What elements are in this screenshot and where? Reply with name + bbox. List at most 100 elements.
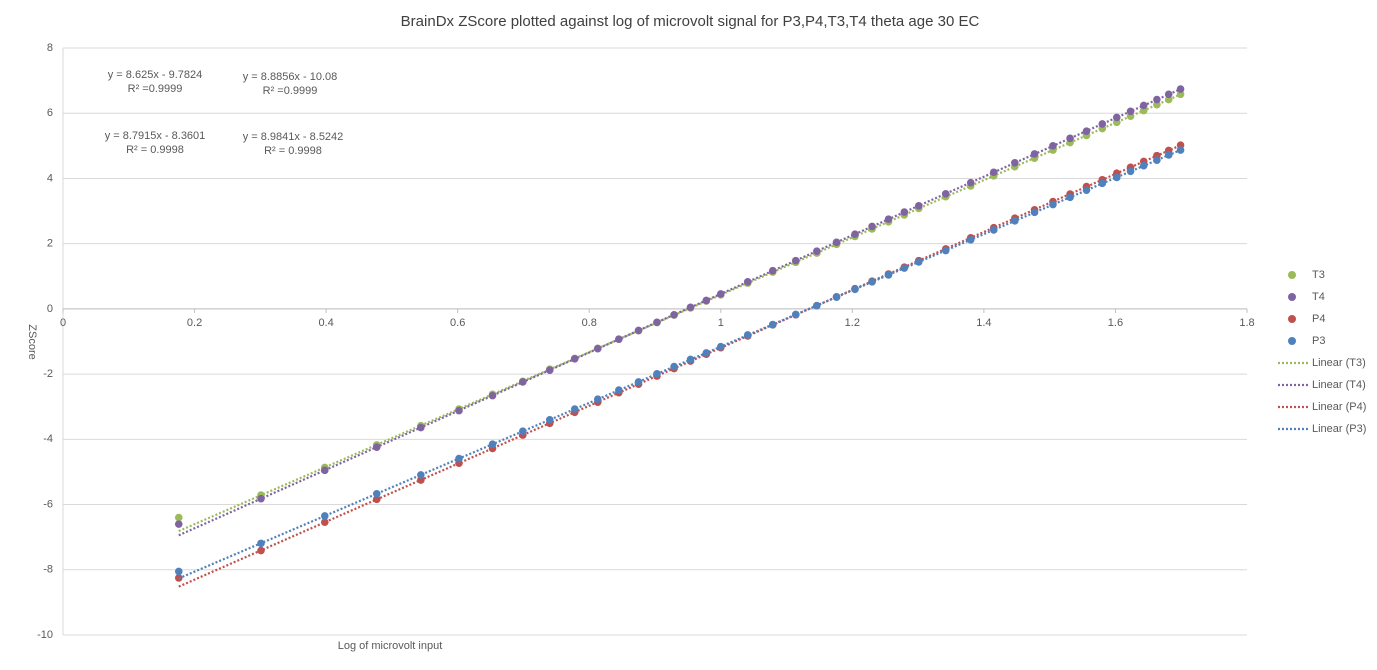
x-tick-label: 1.8 [1239,317,1254,329]
data-point [900,264,909,272]
data-point [372,495,381,504]
data-point [832,238,841,247]
data-point [570,405,579,413]
data-point [966,178,975,187]
x-tick-label: 0.4 [318,317,333,329]
data-point [615,335,623,344]
x-tick-label: 0.8 [582,317,597,329]
data-point [1176,85,1185,93]
data-point [686,303,695,312]
data-point [1066,193,1074,202]
data-point [1139,101,1148,110]
data-point [686,355,695,364]
data-point [320,518,329,526]
data-point [716,342,725,351]
data-point [174,567,183,576]
data-point [1164,90,1173,99]
data-point [1153,100,1161,109]
data-point [1049,142,1057,150]
x-tick-label: 0.2 [187,317,202,329]
data-point [320,466,329,475]
legend-marker [1288,271,1296,279]
data-point [545,366,554,374]
legend-marker [1288,315,1296,323]
legend-label: Linear (P4) [1312,401,1366,413]
x-tick-label: 0.6 [450,317,465,329]
data-point [1098,179,1107,188]
data-point [702,349,711,357]
y-tick-label: 2 [47,238,53,250]
trendline-equation: y = 8.9841x - 8.5242 [243,131,344,143]
data-point [653,318,661,327]
legend-label: P4 [1312,313,1325,325]
data-point [518,378,527,386]
data-point [716,290,725,298]
data-point [832,293,841,301]
data-point [941,246,950,255]
data-point [417,476,425,484]
data-point [1098,120,1107,128]
data-point [1164,95,1173,104]
trendline-r-squared: R² = 0.9998 [126,144,184,156]
data-point [257,546,265,555]
legend-marker [1288,293,1296,301]
data-point [851,230,859,239]
y-tick-label: -2 [43,368,53,380]
trendline-r-squared: R² =0.9999 [263,85,318,97]
legend-label: Linear (T4) [1312,379,1366,391]
data-point [1126,167,1135,176]
data-point [743,331,752,339]
data-point [372,443,381,451]
trendline-equation: y = 8.7915x - 8.3601 [105,130,206,142]
y-tick-label: -4 [43,433,53,445]
data-point [768,266,777,275]
y-tick-label: -10 [37,629,53,641]
data-point [989,226,998,234]
trendline [178,144,1182,588]
data-point [1164,151,1173,159]
data-point [1176,90,1185,99]
data-point [1082,186,1091,194]
data-point [634,378,643,386]
data-point [174,513,183,522]
data-point [813,247,821,255]
data-point [1139,106,1148,115]
x-tick-label: 0 [60,317,66,329]
x-axis-label: Log of microvolt input [338,640,443,652]
data-point [1153,156,1161,164]
legend-label: T3 [1312,269,1325,281]
data-point [868,222,876,231]
data-point [670,310,678,319]
data-point [884,271,893,279]
trendline-r-squared: R² =0.9999 [128,83,183,95]
legend-marker [1288,337,1296,345]
data-point [884,215,893,224]
data-point [455,454,463,463]
data-point [1153,95,1161,104]
data-point [1030,208,1039,217]
data-point [1126,107,1135,116]
data-point [851,285,859,294]
data-point [670,362,678,371]
y-tick-label: 8 [47,42,53,54]
y-axis-label: ZScore [26,324,38,359]
y-tick-label: 4 [47,172,53,184]
data-point [320,512,329,520]
data-point [174,520,183,528]
legend-label: Linear (T3) [1312,357,1366,369]
data-point [791,310,800,319]
data-point [989,168,998,177]
y-tick-label: -6 [43,498,53,510]
data-point [488,440,497,449]
trendline [178,149,1181,580]
y-tick-label: 0 [47,303,53,315]
data-point [372,489,381,498]
data-point [257,539,265,548]
data-point [488,391,497,400]
data-point [1139,161,1148,170]
data-point [593,344,602,353]
data-point [653,369,661,378]
trendline [178,88,1182,537]
legend-label: T4 [1312,291,1325,303]
chart-title: BrainDx ZScore plotted against log of mi… [401,13,980,30]
